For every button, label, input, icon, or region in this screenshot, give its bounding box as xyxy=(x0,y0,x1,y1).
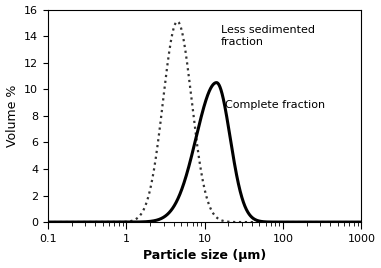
Text: Less sedimented
fraction: Less sedimented fraction xyxy=(221,25,315,47)
Y-axis label: Volume %: Volume % xyxy=(6,85,19,147)
X-axis label: Particle size (μm): Particle size (μm) xyxy=(143,250,266,262)
Text: Complete fraction: Complete fraction xyxy=(225,100,325,110)
